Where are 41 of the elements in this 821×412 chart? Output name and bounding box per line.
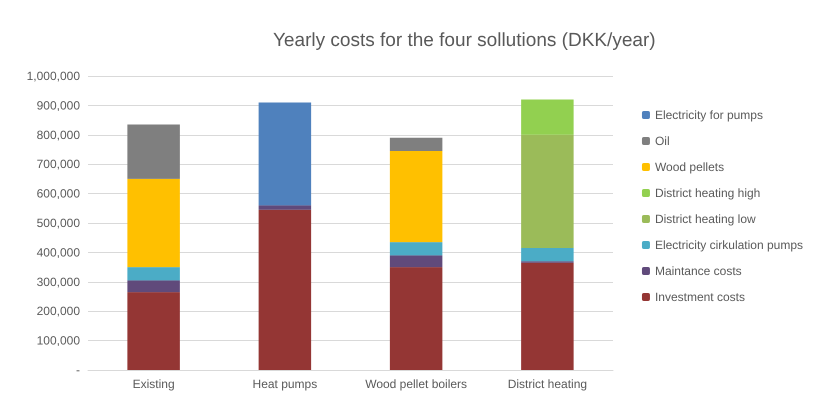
bar [521,100,574,135]
y-tick-label: 900,000 [36,98,80,112]
y-tick-label: 200,000 [36,304,80,318]
y-tick-label: 500,000 [36,216,80,230]
bar [390,267,442,370]
y-tick-label: 700,000 [36,157,80,172]
x-tick-label: Wood pellet boilers [365,377,468,391]
bar [521,134,574,248]
legend-label: Maintance costs [654,264,742,278]
x-tick-label: Heat pumps [252,377,318,391]
bar [258,210,312,370]
bar [127,267,180,280]
bar [258,102,312,206]
bar [390,255,442,268]
chart-title: Yearly costs for the four sollutions (DKK/year) [273,30,656,51]
y-tick-label: 400,000 [36,245,80,260]
bar [127,124,180,179]
legend-label: Wood pellets [654,160,724,174]
y-tick-label: 300,000 [36,274,80,289]
y-tick-label: 600,000 [36,186,80,201]
x-tick-label: District heating [508,377,588,391]
legend-label: Oil [654,134,670,148]
y-tick-label: - [76,363,80,377]
bar [127,280,180,292]
bar [390,138,442,151]
legend-label: Investment costs [654,290,745,304]
y-tick-label: 100,000 [36,334,80,348]
bar [127,292,180,370]
bar [521,262,574,370]
legend-label: District heating high [654,186,760,200]
x-tick-label: Existing [132,377,175,391]
bar [521,248,574,262]
legend-label: Electricity cirkulation pumps [654,238,804,252]
y-tick-label: 800,000 [36,128,80,142]
bar [390,242,442,256]
bar [258,205,312,210]
bar [127,178,180,268]
legend-label: Electricity for pumps [654,108,763,122]
bar [390,150,442,242]
legend-label: District heating low [654,212,756,226]
y-tick-label: 1,000,000 [26,69,80,83]
